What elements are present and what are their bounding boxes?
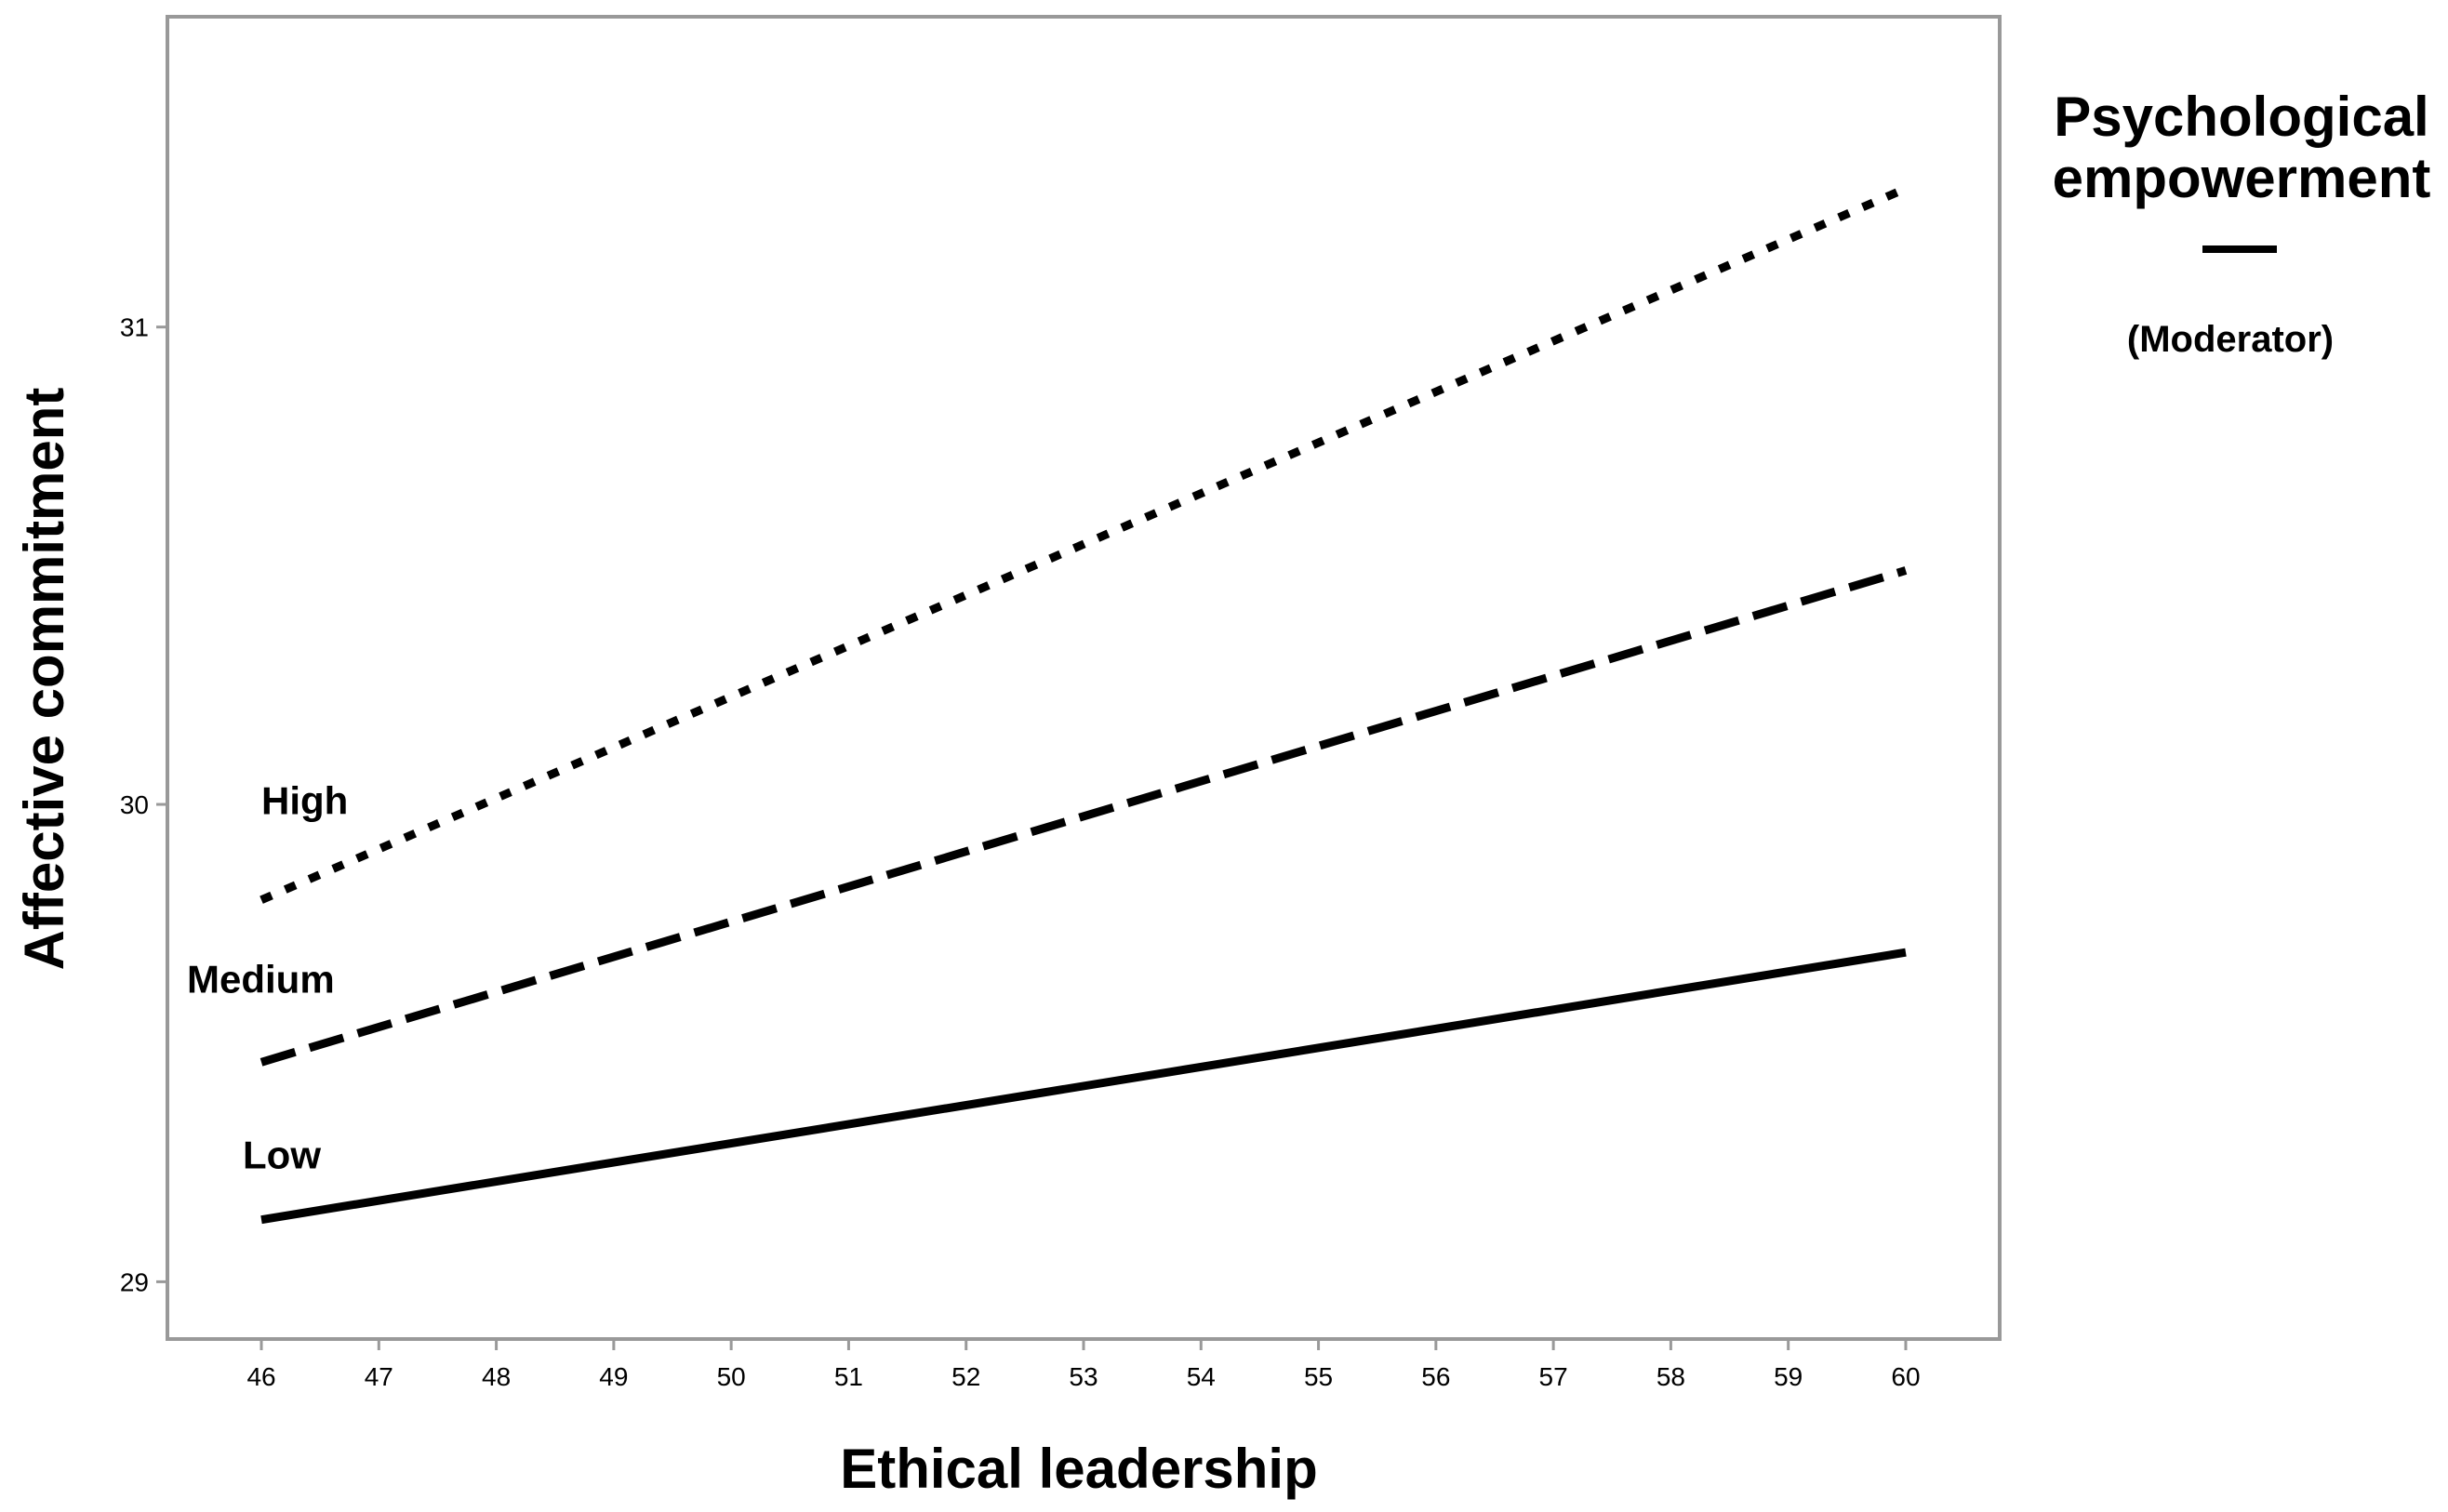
x-tick-label: 53 (1069, 1362, 1098, 1391)
x-tick-label: 54 (1187, 1362, 1216, 1391)
series-label-high: High (261, 779, 348, 823)
series-label-medium: Medium (187, 957, 335, 1001)
x-tick-label: 48 (482, 1362, 511, 1391)
series-line-high (259, 184, 1908, 904)
x-tick-label: 58 (1656, 1362, 1685, 1391)
x-tick-label: 59 (1774, 1362, 1803, 1391)
y-tick-label: 30 (120, 790, 149, 819)
legend: Psychological empowerment (Moderator) (2053, 86, 2431, 360)
x-axis-ticks: 46 47 48 49 50 51 52 53 54 55 56 57 58 59 60 (246, 1339, 1921, 1391)
y-axis-title: Affective commitment (13, 388, 75, 971)
x-tick-label: 50 (717, 1362, 746, 1391)
x-tick-label: 49 (599, 1362, 628, 1391)
x-tick-label: 56 (1421, 1362, 1450, 1391)
plot-area-frame (166, 15, 2002, 1341)
y-axis-ticks: 29 30 31 (120, 313, 167, 1296)
legend-subtitle: (Moderator) (2127, 319, 2334, 360)
legend-title-line-2: empowerment (2053, 147, 2431, 209)
series-line-medium (259, 566, 1908, 1067)
x-tick-label: 60 (1891, 1362, 1920, 1391)
x-tick-label: 46 (246, 1362, 275, 1391)
series-lines (259, 184, 1908, 1225)
series-label-low: Low (243, 1134, 321, 1177)
legend-title-line-1: Psychological (2054, 86, 2428, 148)
series-line-low (260, 948, 1907, 1225)
x-tick-label: 51 (834, 1362, 863, 1391)
x-tick-label: 52 (951, 1362, 980, 1391)
x-tick-label: 57 (1539, 1362, 1568, 1391)
y-tick-label: 29 (120, 1267, 149, 1296)
x-axis-title: Ethical leadership (840, 1438, 1318, 1500)
series-labels: High Medium Low (187, 779, 348, 1177)
x-tick-label: 47 (365, 1362, 393, 1391)
x-tick-label: 55 (1304, 1362, 1333, 1391)
y-tick-label: 31 (120, 313, 149, 342)
